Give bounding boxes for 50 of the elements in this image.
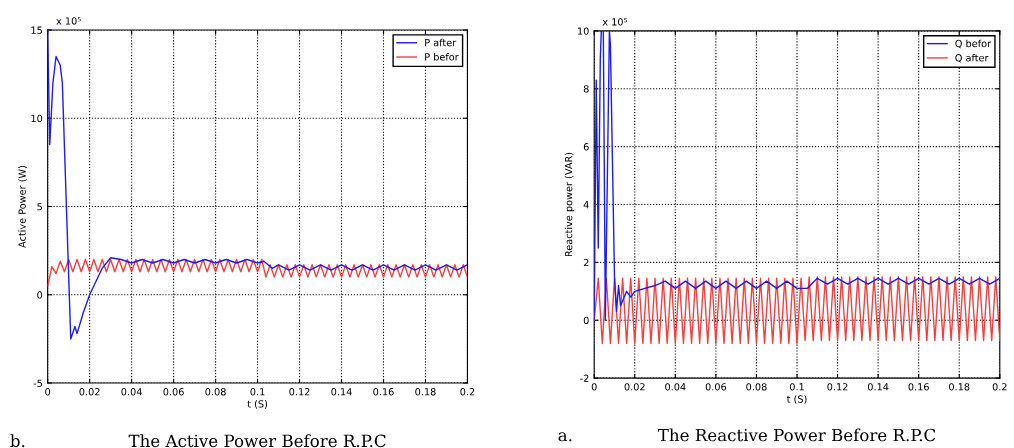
x-tick-label: 0.18 — [415, 388, 436, 396]
text: The Active Power Before R.P.C — [128, 434, 386, 448]
line-series — [594, 276, 1000, 345]
x-tick-label: 0.08 — [205, 388, 226, 396]
y-tick-label: 6 — [583, 143, 589, 151]
text: a. — [558, 432, 572, 442]
y-tick-label: 0 — [583, 316, 589, 325]
x-tick-label: 0.1 — [250, 388, 265, 396]
x-tick-label: 0.14 — [331, 388, 352, 396]
x-tick-label: 0.02 — [79, 388, 100, 396]
y-tick-label: 15 — [31, 26, 42, 34]
x-tick-label: 0.18 — [949, 383, 970, 391]
x-tick-label: 0.12 — [827, 383, 848, 391]
legend-label: P befor — [425, 53, 459, 61]
legend-label: Q befor — [955, 39, 992, 49]
legend-label: P after — [425, 38, 457, 47]
x-tick-label: 0.12 — [289, 388, 310, 396]
x-axis-title: t (S) — [786, 395, 807, 404]
x-tick-label: 0.04 — [121, 388, 142, 396]
x-tick-label: 0.2 — [992, 383, 1007, 391]
text: x 10⁵ — [602, 18, 627, 26]
x-tick-label: 0.06 — [163, 388, 184, 396]
y-tick-label: 10 — [578, 27, 589, 35]
x-tick-label: 0.1 — [789, 383, 804, 391]
x-tick-label: 0.2 — [460, 388, 475, 396]
y-tick-label: 4 — [583, 201, 589, 209]
x-tick-label: 0 — [591, 383, 597, 391]
y-axis-title: Active Power (W) — [18, 165, 27, 248]
x-tick-label: 0.02 — [624, 383, 645, 391]
x-tick-label: 0 — [45, 388, 51, 396]
x-tick-label: 0.08 — [746, 383, 767, 391]
y-tick-label: 10 — [31, 114, 43, 123]
y-tick-label: 2 — [583, 258, 589, 267]
y-tick-label: -5 — [33, 379, 42, 387]
legend-label: Q after — [955, 53, 989, 63]
text: The Reactive Power Before R.P.C — [657, 428, 936, 442]
y-tick-label: 8 — [583, 85, 589, 93]
y-tick-label: 0 — [37, 291, 43, 299]
line-series — [47, 258, 468, 287]
y-tick-label: 5 — [37, 203, 42, 211]
x-tick-label: 0.14 — [867, 383, 889, 391]
text: b. — [10, 434, 25, 448]
y-axis-title: Reactive power (VAR) — [564, 152, 575, 257]
x-tick-label: 0.16 — [373, 388, 394, 396]
x-tick-label: 0.04 — [665, 383, 686, 391]
x-axis-title: t (S) — [247, 400, 268, 409]
y-tick-label: -2 — [580, 374, 589, 382]
x-tick-label: 0.16 — [908, 383, 929, 391]
x-tick-label: 0.06 — [705, 383, 727, 391]
text: x 10⁵ — [56, 17, 81, 25]
